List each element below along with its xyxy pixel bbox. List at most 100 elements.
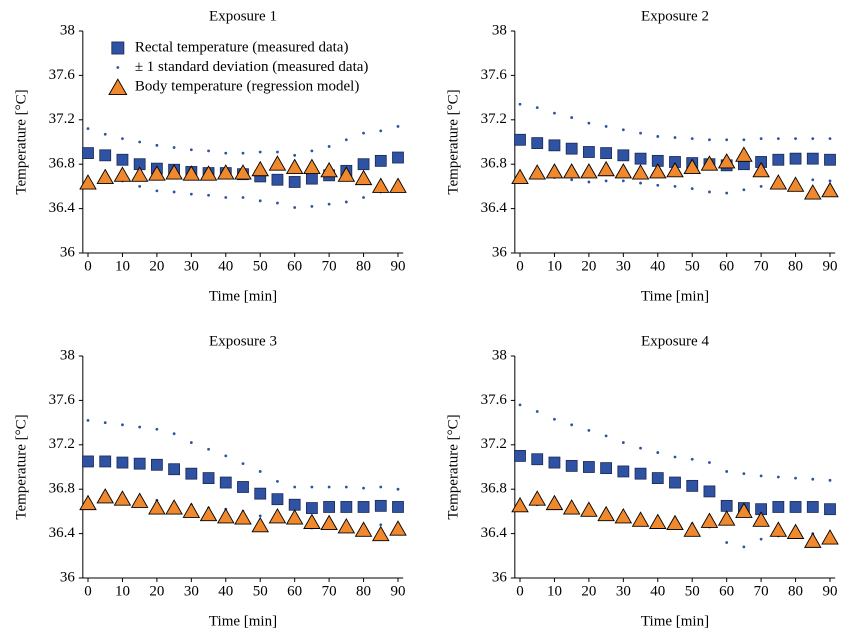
triangle-marker [683,158,701,174]
x-tick-label: 10 [115,258,130,274]
dot-marker [327,202,331,206]
dot-marker [656,135,660,138]
dot-marker [224,151,228,155]
triangle-marker [580,163,598,179]
square-marker [392,151,404,164]
dot-marker [742,138,746,142]
x-tick-label: 90 [823,583,838,599]
triangle-marker [683,521,701,537]
y-axis-label: Temperature [°C] [445,89,461,194]
dot-marker [587,180,591,184]
triangle-marker [545,163,564,179]
dot-marker [725,470,729,473]
x-tick-label: 0 [84,258,92,274]
triangle-marker [769,174,788,190]
dot-marker [172,190,176,194]
triangle-marker [372,525,390,542]
triangle-marker [148,165,166,181]
y-tick-label: 36 [60,569,76,585]
dot-marker [759,137,763,141]
y-tick-label: 36 [492,244,508,260]
dot-marker [725,191,729,195]
triangle-marker [786,176,805,192]
triangle-marker [649,163,667,179]
dot-marker [258,470,262,473]
dot-marker [828,179,832,183]
x-tick-label: 70 [322,583,337,599]
square-marker [789,501,802,513]
dot-marker [241,462,245,466]
square-marker [305,502,318,514]
y-tick-label: 37.6 [481,67,508,83]
dot-marker [276,201,279,205]
y-tick-label: 36 [492,569,508,585]
square-marker [617,465,630,478]
square-marker [824,503,836,516]
x-tick-label: 80 [788,583,803,599]
x-tick-label: 80 [356,583,371,599]
square-marker [824,153,836,166]
dot-marker [379,523,383,527]
square-marker [720,499,733,512]
triangle-marker [113,490,132,506]
square-marker [82,147,94,160]
triangle-marker [217,508,235,524]
y-tick-label: 36.8 [49,481,75,497]
x-tick-label: 40 [650,583,665,599]
dot-marker [604,179,608,183]
triangle-marker [700,155,719,171]
dot-marker [811,137,815,141]
dot-marker [690,457,694,461]
square-marker [531,453,544,466]
y-tick-label: 36.8 [481,481,507,497]
y-tick-label: 37.6 [49,392,76,408]
dot-marker [396,125,400,128]
triangle-marker [320,161,338,178]
square-marker [548,456,561,469]
dot-marker [362,486,365,490]
triangle-marker [268,508,287,524]
y-tick-label: 38 [60,22,75,38]
dot-marker [828,137,832,141]
triangle-marker [148,499,166,515]
y-tick-label: 37.6 [49,67,76,83]
dot-marker [293,153,297,157]
y-tick-label: 37.2 [49,436,75,452]
triangle-marker [769,521,788,537]
triangle-marker [804,532,822,548]
x-tick-label: 40 [650,258,665,274]
x-tick-label: 50 [685,258,700,274]
dot-marker [293,206,297,209]
dot-marker [189,148,193,152]
dot-marker [553,111,556,115]
triangle-marker [337,166,356,182]
dot-marker [811,178,815,182]
square-marker [99,149,112,162]
y-tick-label: 36.4 [49,200,76,216]
x-tick-label: 60 [287,583,302,599]
triangle-marker [666,161,684,178]
triangle-marker [130,166,149,182]
x-tick-label: 0 [84,583,92,599]
square-marker [185,467,198,480]
dot-marker [759,474,763,478]
dot-marker [708,190,711,194]
triangle-marker [389,520,407,536]
x-tick-label: 10 [547,583,562,599]
y-tick-label: 38 [492,347,507,363]
dot-marker [189,441,193,444]
y-tick-label: 36.4 [49,525,76,541]
x-tick-label: 60 [719,583,734,599]
square-marker [82,455,94,468]
dot-marker [224,196,228,199]
dot-marker [116,66,120,69]
dot-marker [224,454,228,458]
triangle-marker [614,508,633,524]
y-axis-label: Temperature [°C] [445,414,461,519]
dot-marker [172,146,176,149]
dot-marker [518,403,522,407]
dot-marker [535,106,539,109]
dot-marker [86,418,90,422]
square-marker [254,487,267,500]
